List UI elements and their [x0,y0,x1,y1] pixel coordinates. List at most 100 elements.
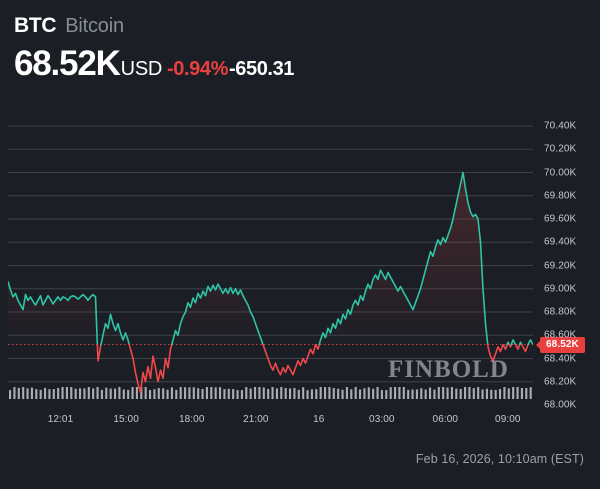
volume-bar [35,389,38,399]
volume-bar [359,389,362,399]
y-axis-label: 69.20K [544,260,577,271]
volume-bar [420,388,423,399]
volume-bar [9,390,12,399]
volume-bars [9,387,532,399]
chart-canvas [8,125,533,399]
volume-bar [30,387,33,399]
volume-bar [433,389,436,399]
volume-bar [424,389,427,399]
volume-bar [149,389,152,399]
volume-bar [245,387,248,399]
volume-bar [44,387,47,399]
x-axis-label: 18:00 [178,414,205,425]
volume-bar [140,387,143,399]
volume-bar [127,389,130,399]
volume-bar [337,388,340,399]
volume-bar [324,387,327,399]
price-line-down-segment [520,343,529,353]
chart-area-fill [8,172,533,345]
volume-bar [485,388,488,399]
price-line-down-segment [96,343,102,362]
volume-bar [52,389,55,399]
volume-bar [267,388,270,399]
volume-bar [65,387,68,399]
volume-bar [135,387,138,399]
price-line-up-segment [8,280,99,346]
volume-bar [411,389,414,399]
volume-bar [170,387,173,399]
price-chart[interactable]: FINBOLD 68.52K 70.40K 70.20K 70.00K 69.80K 6… [0,108,600,411]
volume-bar [315,389,318,399]
price-line-up-segment [510,339,517,346]
volume-bar [516,387,519,399]
volume-bar [153,389,156,399]
volume-bar [144,387,147,399]
volume-bar [446,387,449,399]
price-currency: USD [120,58,163,80]
price-line-up-segment [170,283,264,346]
x-axis-label: 12:01 [47,414,74,425]
ticker-symbol: BTC [14,14,57,37]
chart-plot-area[interactable] [8,117,533,399]
volume-bar [477,387,480,399]
current-price-badge-label: 68.52K [546,338,579,350]
volume-bar [520,387,523,399]
volume-bar [87,387,90,399]
volume-bar [319,387,322,399]
volume-bar [188,387,191,399]
volume-bar [26,388,29,399]
volume-bar [219,387,222,399]
volume-bar [429,387,432,399]
price-line-up-segment [506,341,511,346]
volume-bar [332,388,335,399]
volume-bar [79,388,82,399]
x-axis-label: 15:00 [113,414,139,425]
y-axis-label: 68.60K [544,329,577,341]
volume-bar [310,389,313,399]
volume-bar [354,387,357,399]
y-axis-label: 68.80K [544,306,577,318]
current-price-badge: 68.52K [536,336,585,353]
volume-bar [494,389,497,399]
price-line [8,171,533,394]
volume-bar [468,387,471,399]
volume-bar [227,388,230,399]
volume-bar [284,387,287,399]
volume-bar [157,388,160,399]
volume-bar [367,387,370,399]
volume-bar [481,389,484,399]
volume-bar [328,387,331,399]
volume-bar [184,387,187,399]
volume-bar [192,387,195,399]
chart-timestamp: Feb 16, 2026, 10:10am (EST) [415,452,584,466]
y-axis-label: 70.00K [544,167,577,178]
volume-bar [341,389,344,399]
volume-bar [96,387,99,399]
volume-bar [499,389,502,399]
volume-bar [437,387,440,399]
volume-bar [280,387,283,399]
volume-bar [48,389,51,399]
volume-bar [525,388,528,399]
price-change-absolute: -650.31 [228,58,295,80]
y-axis-label: 70.20K [544,143,577,155]
x-axis-label: 16 [313,414,325,425]
volume-bar [57,388,60,399]
price-line-up-segment [527,339,533,346]
x-axis-label: 09:00 [495,414,521,425]
volume-bar [179,387,182,399]
price-line-down-segment [508,343,513,348]
volume-bar [472,388,475,399]
volume-bar [254,387,257,399]
volume-bar [464,387,467,399]
volume-bar [306,390,309,399]
volume-bar [372,388,375,399]
price-row: 68.52K USD -0.94% -650.31 [14,46,586,84]
volume-bar [105,387,108,399]
y-axis-label: 69.00K [544,283,577,295]
volume-bar [236,390,239,399]
x-axis: 12:01 15:00 18:00 21:00 16 03:00 06:00 09:00 [0,414,600,434]
y-axis-label: 69.40K [544,236,577,248]
volume-bar [22,387,25,399]
y-axis-label: 68.40K [544,353,577,364]
